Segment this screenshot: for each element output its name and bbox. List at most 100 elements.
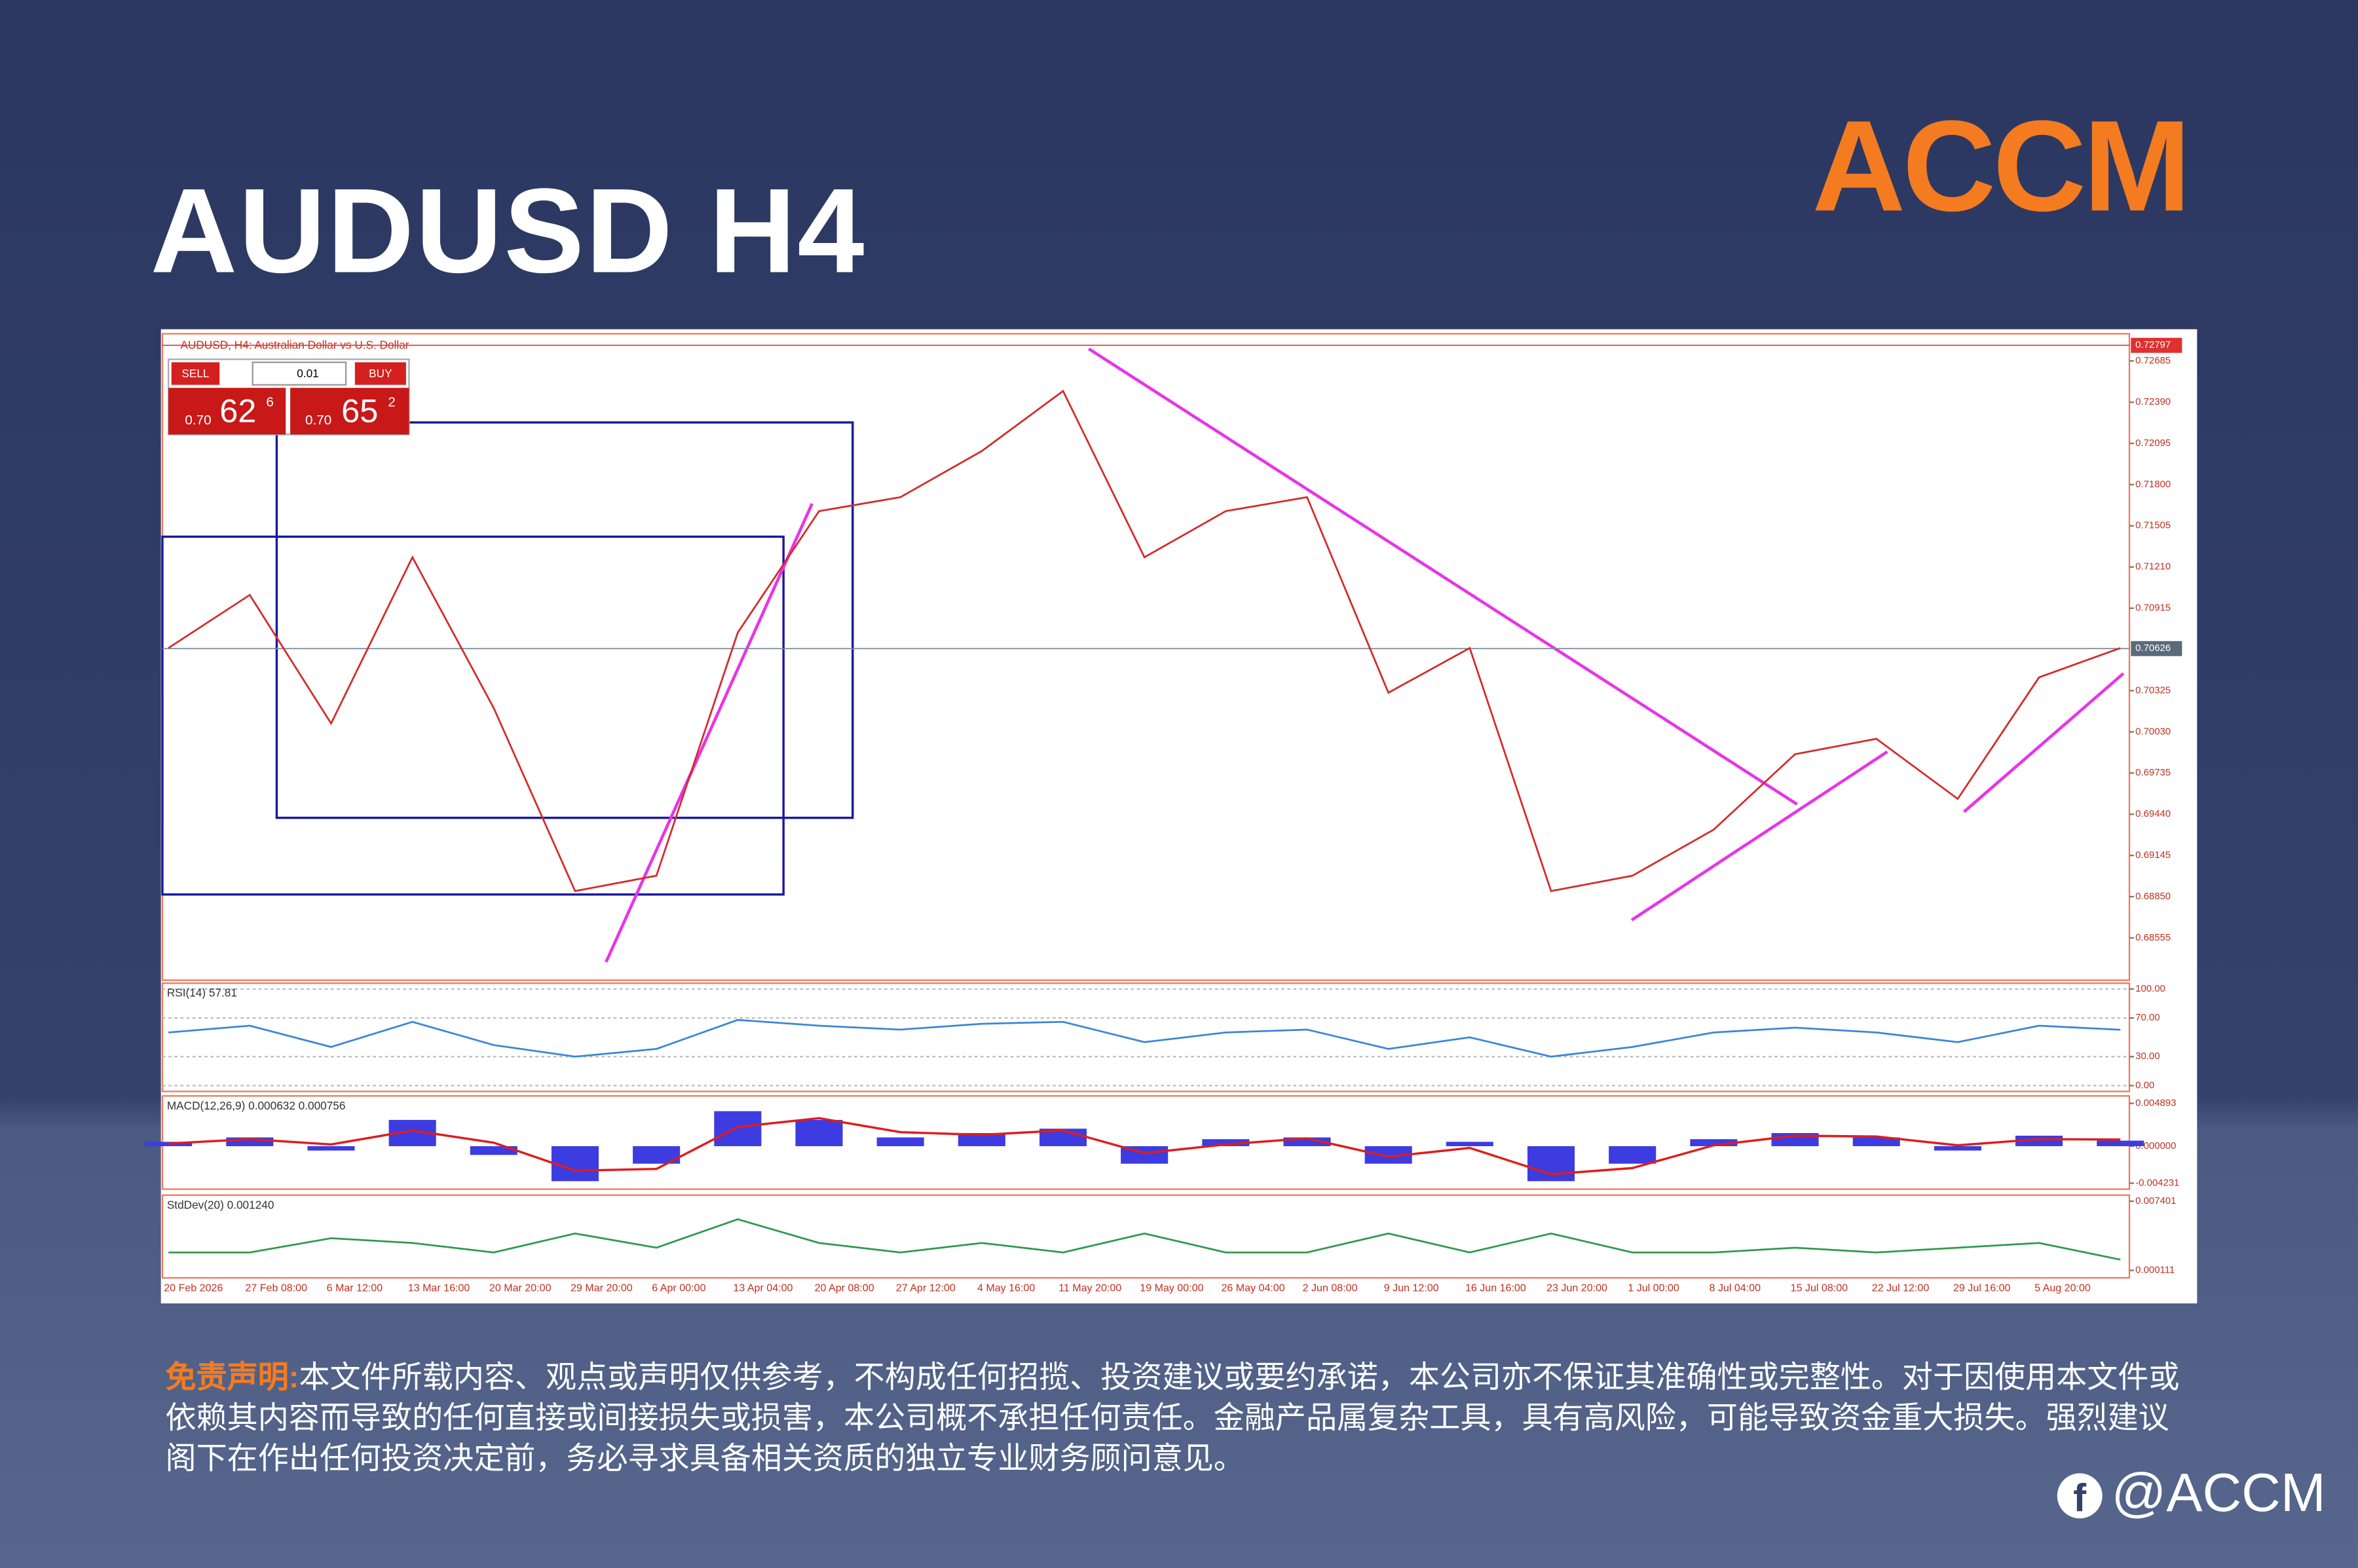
y-tick-label: 0.69145 <box>2135 849 2171 861</box>
handle-text: @ACCM <box>2111 1461 2326 1523</box>
histogram-bar <box>2097 1140 2144 1146</box>
data-line <box>168 1218 2121 1261</box>
histogram-bar <box>551 1146 599 1182</box>
histogram-bar <box>795 1119 843 1146</box>
y-tick-label: 0.68555 <box>2135 932 2171 943</box>
y-tick-label: 0.00 <box>2135 1079 2154 1091</box>
box <box>161 535 785 896</box>
buy-button[interactable] <box>354 362 406 385</box>
histogram-bar <box>1609 1146 1656 1164</box>
sell-pips: 62 <box>219 392 256 430</box>
reference-label: 0.70626 <box>2135 643 2171 654</box>
x-tick-label: 5 Aug 20:00 <box>2034 1282 2091 1294</box>
trade-panel: SELL 0.01 BUY 0.70 62 6 0.70 65 2 <box>167 358 410 436</box>
page-title: AUDUSD H4 <box>150 164 866 298</box>
trendline <box>1962 672 2125 813</box>
histogram-bar <box>1446 1142 1493 1146</box>
facebook-icon: f <box>2057 1474 2103 1521</box>
x-tick-label: 15 Jul 08:00 <box>1791 1282 1848 1294</box>
y-tick-label: 0.000000 <box>2135 1140 2176 1151</box>
histogram-bar <box>958 1132 1005 1146</box>
x-tick-label: 6 Mar 12:00 <box>327 1282 383 1294</box>
x-tick-label: 2 Jun 08:00 <box>1303 1282 1358 1294</box>
reference-label-bg <box>2131 641 2182 656</box>
trendline <box>605 502 814 963</box>
x-tick-label: 29 Mar 20:00 <box>571 1282 633 1294</box>
x-tick-label: 20 Feb 2026 <box>164 1282 223 1294</box>
buy-big: 0.70 <box>305 413 331 428</box>
x-tick-label: 23 Jun 20:00 <box>1546 1282 1607 1294</box>
box <box>275 421 854 819</box>
histogram-bar <box>1852 1137 1900 1146</box>
lot-input[interactable] <box>252 362 347 386</box>
buy-price-box[interactable] <box>290 388 409 435</box>
x-tick-label: 6 Apr 00:00 <box>652 1282 705 1294</box>
sell-frac: 6 <box>266 395 274 410</box>
buy-frac: 2 <box>388 395 396 410</box>
x-tick-label: 22 Jul 12:00 <box>1872 1282 1930 1294</box>
histogram-bar <box>1934 1146 1981 1151</box>
x-tick-label: 11 May 20:00 <box>1058 1282 1121 1294</box>
histogram-bar <box>1202 1139 1250 1146</box>
histogram-bar <box>1690 1139 1738 1146</box>
x-tick-label: 13 Apr 04:00 <box>733 1282 793 1294</box>
trendline <box>1630 750 1888 922</box>
x-tick-label: 4 May 16:00 <box>977 1282 1035 1294</box>
x-tick-label: 20 Apr 08:00 <box>815 1282 874 1294</box>
signal-line <box>168 1117 2121 1176</box>
y-tick-label: 0.71505 <box>2135 520 2171 531</box>
y-tick-label: 0.007401 <box>2135 1195 2176 1206</box>
histogram-bar <box>145 1142 193 1146</box>
data-line <box>168 1018 2121 1058</box>
sell-big: 0.70 <box>185 413 211 428</box>
buy-label: BUY <box>369 367 392 380</box>
y-tick-label: 0.68850 <box>2135 891 2171 902</box>
drawings <box>161 347 2125 963</box>
stddev-panel <box>161 1194 2131 1279</box>
x-tick-label: 9 Jun 12:00 <box>1384 1282 1439 1294</box>
reference-label: 0.72797 <box>2135 339 2171 350</box>
histogram-bar <box>307 1146 355 1151</box>
histogram-bar <box>1527 1146 1575 1182</box>
indicator-title: MACD(12,26,9) 0.000632 0.000756 <box>167 1099 346 1112</box>
disclaimer-label: 免责声明: <box>165 1360 299 1396</box>
disclaimer: 免责声明:本文件所载内容、观点或声明仅供参考，不构成任何招揽、投资建议或要约承诺… <box>166 1358 2196 1480</box>
y-tick-label: 0.72095 <box>2135 438 2171 449</box>
y-tick-label: 0.004893 <box>2135 1098 2176 1109</box>
sell-button[interactable] <box>171 362 220 385</box>
x-tick-label: 27 Feb 08:00 <box>245 1282 307 1294</box>
reference-label-bg <box>2131 337 2182 353</box>
data-line <box>168 389 2121 893</box>
y-tick-label: 100.00 <box>2135 983 2165 994</box>
logo: ACCM <box>1812 94 2191 239</box>
histogram-bar <box>714 1111 762 1146</box>
x-tick-label: 26 May 04:00 <box>1221 1282 1284 1294</box>
x-tick-label: 8 Jul 04:00 <box>1709 1282 1761 1294</box>
chart-frame <box>160 329 2198 1304</box>
x-tick-label: 16 Jun 16:00 <box>1465 1282 1526 1294</box>
indicator-title: RSI(14) 57.81 <box>167 986 237 999</box>
sell-price-box[interactable] <box>168 388 286 435</box>
y-tick-label: 0.72685 <box>2135 355 2171 366</box>
sell-label: SELL <box>181 367 209 380</box>
y-tick-label: 0.69735 <box>2135 767 2171 778</box>
y-tick-label: 0.000111 <box>2135 1264 2175 1275</box>
trendline <box>1087 347 1798 806</box>
x-tick-label: 13 Mar 16:00 <box>408 1282 470 1294</box>
lot-value: 0.01 <box>297 367 318 380</box>
disclaimer-text: 本文件所载内容、观点或声明仅供参考，不构成任何招揽、投资建议或要约承诺，本公司亦… <box>165 1360 2180 1476</box>
y-tick-label: 70.00 <box>2135 1012 2160 1023</box>
social-handle: f @ACCM <box>2057 1461 2326 1524</box>
rsi-panel <box>161 982 2131 1092</box>
x-tick-label: 29 Jul 16:00 <box>1953 1282 2011 1294</box>
y-tick-label: -0.004231 <box>2135 1177 2179 1188</box>
x-tick-label: 19 May 00:00 <box>1140 1282 1203 1294</box>
y-tick-label: 0.70325 <box>2135 684 2171 696</box>
histogram-bar <box>470 1146 517 1155</box>
x-tick-label: 27 Apr 12:00 <box>896 1282 956 1294</box>
x-tick-label: 20 Mar 20:00 <box>489 1282 552 1294</box>
y-tick-label: 0.71210 <box>2135 561 2171 572</box>
